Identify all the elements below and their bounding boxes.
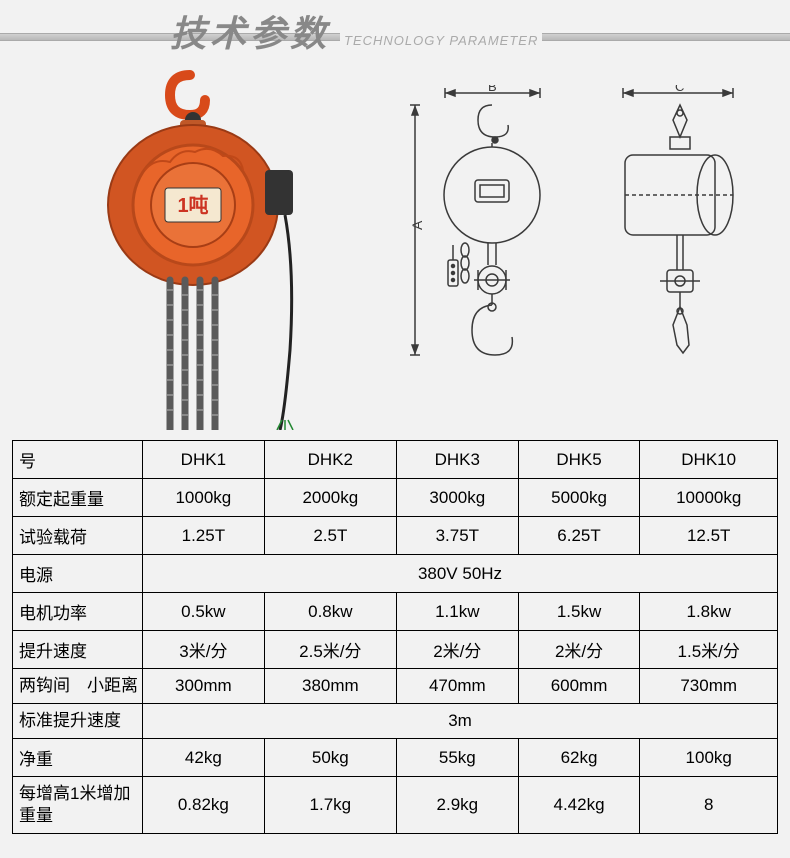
title-chinese: 技术参数 [170,5,330,57]
table-row: 每增高1米增加重量 0.82kg 1.7kg 2.9kg 4.42kg 8 [13,777,778,834]
table-row: 电源 380V 50Hz [13,555,778,593]
svg-text:1吨: 1吨 [177,193,208,217]
col-header: DHK1 [143,441,265,479]
table-row: 净重 42kg 50kg 55kg 62kg 100kg [13,739,778,777]
cell: 4.42kg [518,777,640,834]
cell: 0.5kw [143,593,265,631]
header-banner: 技术参数 TECHNOLOGY PARAMETER [0,5,790,60]
cell: 42kg [143,739,265,777]
spec-table: 号 DHK1 DHK2 DHK3 DHK5 DHK10 额定起重量 1000kg… [12,440,778,834]
schematic-front: A B [410,85,560,375]
cell: 55kg [396,739,518,777]
cell: 2.5米/分 [264,631,396,669]
cell: 50kg [264,739,396,777]
cell: 100kg [640,739,778,777]
cell: 2.9kg [396,777,518,834]
title-english: TECHNOLOGY PARAMETER [340,33,542,48]
cell: 1.5kw [518,593,640,631]
cell: 600mm [518,669,640,704]
cell: 2000kg [264,479,396,517]
cell: 6.25T [518,517,640,555]
cell: 1.7kg [264,777,396,834]
cell: 1.5米/分 [640,631,778,669]
row-label: 额定起重量 [13,479,143,517]
cell: 1.8kw [640,593,778,631]
col-header: DHK2 [264,441,396,479]
cell: 380mm [264,669,396,704]
cell: 3000kg [396,479,518,517]
cell: 10000kg [640,479,778,517]
cell: 3米/分 [143,631,265,669]
cell: 300mm [143,669,265,704]
table-row: 两钩间 小距离 300mm 380mm 470mm 600mm 730mm [13,669,778,704]
row-label: 两钩间 小距离 [13,669,143,704]
table-header-row: 号 DHK1 DHK2 DHK3 DHK5 DHK10 [13,441,778,479]
row-label: 净重 [13,739,143,777]
row-label: 试验载荷 [13,517,143,555]
row-label: 电源 [13,555,143,593]
cell: 2米/分 [396,631,518,669]
svg-text:B: B [488,85,497,94]
product-photo: 1吨 [85,70,305,430]
table-row: 额定起重量 1000kg 2000kg 3000kg 5000kg 10000k… [13,479,778,517]
cell: 2米/分 [518,631,640,669]
svg-text:A: A [410,220,425,230]
cell: 3.75T [396,517,518,555]
cell: 1000kg [143,479,265,517]
cell: 5000kg [518,479,640,517]
schematic-side: C [605,85,750,375]
col-header: DHK10 [640,441,778,479]
cell: 0.8kw [264,593,396,631]
cell: 470mm [396,669,518,704]
cell: 12.5T [640,517,778,555]
cell-span: 380V 50Hz [143,555,778,593]
cell: 8 [640,777,778,834]
row-label: 电机功率 [13,593,143,631]
table-row: 电机功率 0.5kw 0.8kw 1.1kw 1.5kw 1.8kw [13,593,778,631]
col-header: DHK3 [396,441,518,479]
cell: 1.25T [143,517,265,555]
col-header: 号 [13,441,143,479]
table-row: 提升速度 3米/分 2.5米/分 2米/分 2米/分 1.5米/分 [13,631,778,669]
col-header: DHK5 [518,441,640,479]
cell: 1.1kw [396,593,518,631]
table-row: 试验载荷 1.25T 2.5T 3.75T 6.25T 12.5T [13,517,778,555]
cell: 62kg [518,739,640,777]
table-row: 标准提升速度 3m [13,704,778,739]
cell: 2.5T [264,517,396,555]
cell-span: 3m [143,704,778,739]
svg-text:C: C [675,85,684,94]
cell: 0.82kg [143,777,265,834]
row-label: 标准提升速度 [13,704,143,739]
row-label: 每增高1米增加重量 [13,777,143,834]
row-label: 提升速度 [13,631,143,669]
diagram-area: 1吨 [0,70,790,435]
cell: 730mm [640,669,778,704]
